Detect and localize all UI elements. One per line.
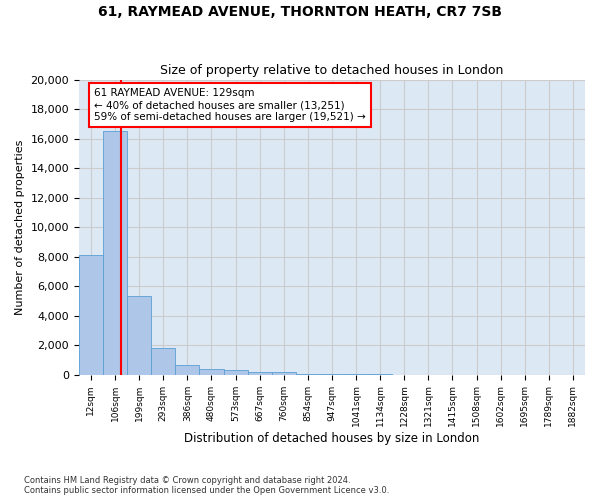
- Text: Contains HM Land Registry data © Crown copyright and database right 2024.
Contai: Contains HM Land Registry data © Crown c…: [24, 476, 389, 495]
- Bar: [199, 370, 224, 374]
- Title: Size of property relative to detached houses in London: Size of property relative to detached ho…: [160, 64, 503, 77]
- Bar: [272, 372, 296, 374]
- Text: 61, RAYMEAD AVENUE, THORNTON HEATH, CR7 7SB: 61, RAYMEAD AVENUE, THORNTON HEATH, CR7 …: [98, 5, 502, 19]
- X-axis label: Distribution of detached houses by size in London: Distribution of detached houses by size …: [184, 432, 479, 445]
- Bar: [175, 365, 199, 374]
- Bar: [127, 296, 151, 374]
- Bar: [224, 370, 248, 374]
- Bar: [79, 255, 103, 374]
- Y-axis label: Number of detached properties: Number of detached properties: [15, 140, 25, 315]
- Bar: [248, 372, 272, 374]
- Bar: [103, 131, 127, 374]
- Text: 61 RAYMEAD AVENUE: 129sqm
← 40% of detached houses are smaller (13,251)
59% of s: 61 RAYMEAD AVENUE: 129sqm ← 40% of detac…: [94, 88, 366, 122]
- Bar: [151, 348, 175, 374]
